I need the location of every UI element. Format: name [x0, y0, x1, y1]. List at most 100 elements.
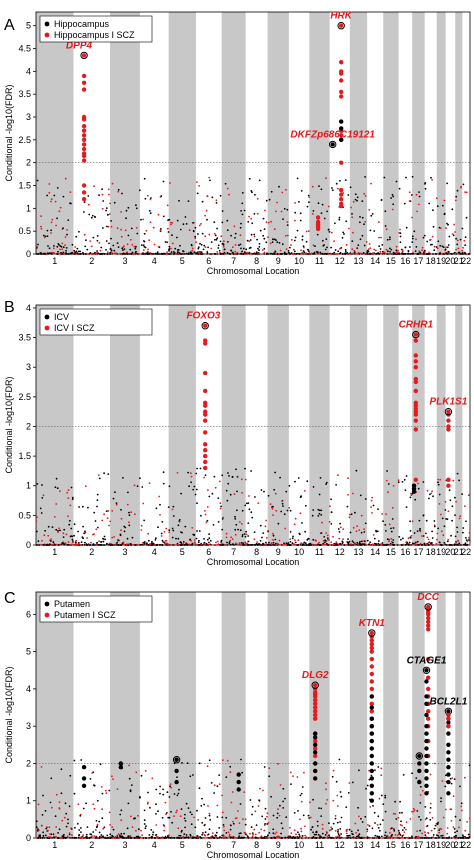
snp-point [398, 812, 401, 814]
snp-point [244, 535, 247, 538]
gene-label: DPP4 [66, 40, 93, 51]
peak-point [315, 215, 321, 220]
x-tick-label-chr14: 14 [370, 840, 380, 850]
peak-column [412, 330, 420, 482]
snp-point [215, 238, 218, 241]
snp-point [376, 835, 379, 838]
x-tick-label-chr18: 18 [426, 547, 436, 557]
x-tick-label-chr8: 8 [254, 256, 259, 266]
snp-point [396, 834, 399, 837]
snp-point [392, 812, 395, 815]
snp-point [333, 240, 335, 243]
peak-point [313, 753, 318, 759]
peak-point [446, 757, 451, 762]
snp-point [250, 233, 253, 236]
snp-point [181, 762, 183, 764]
snp-point [128, 524, 131, 527]
peak-point [118, 765, 124, 770]
snp-point [176, 794, 179, 797]
snp-point [320, 253, 322, 255]
snp-point [201, 232, 204, 235]
snp-point [305, 253, 307, 255]
snp-point [267, 529, 269, 532]
snp-point [203, 541, 206, 544]
snp-point [467, 833, 470, 836]
snp-point [94, 216, 96, 219]
snp-point [83, 233, 86, 236]
snp-point [120, 529, 122, 532]
snp-point [266, 837, 269, 839]
snp-point [217, 521, 220, 523]
snp-point [202, 248, 205, 251]
snp-point [59, 206, 62, 209]
snp-point [402, 774, 405, 776]
snp-point [239, 234, 242, 237]
snp-point [184, 216, 187, 218]
snp-point [155, 537, 157, 540]
snp-point [194, 237, 197, 240]
snp-point [169, 783, 172, 785]
snp-point [133, 837, 136, 839]
snp-point [426, 536, 429, 539]
snp-point [250, 826, 253, 828]
snp-point [76, 544, 79, 546]
snp-point [155, 824, 158, 826]
snp-point [400, 820, 402, 823]
snp-point [222, 811, 224, 814]
snp-point [86, 248, 89, 251]
snp-point [339, 821, 341, 823]
snp-point [349, 186, 352, 189]
peak-point [369, 671, 374, 677]
snp-point [270, 795, 272, 798]
snp-point [336, 794, 339, 797]
peak-point [313, 683, 318, 688]
snp-point [239, 243, 242, 246]
snp-point [297, 544, 300, 546]
snp-point [216, 237, 219, 240]
snp-point [98, 241, 101, 244]
snp-point [267, 544, 270, 546]
peak-point [426, 656, 431, 662]
snp-point [250, 217, 253, 220]
snp-point [123, 832, 125, 835]
gene-label: DKFZp686C19121 [290, 129, 375, 140]
snp-point [62, 251, 65, 254]
snp-point [363, 223, 365, 226]
snp-point [346, 541, 349, 543]
snp-point [299, 219, 302, 222]
snp-point [422, 253, 424, 255]
snp-point [68, 523, 71, 526]
peak-point [446, 731, 451, 736]
snp-point [113, 536, 115, 538]
snp-point [363, 531, 366, 533]
snp-point [291, 537, 294, 540]
x-axis-title: Chromosomal Location [207, 557, 300, 567]
snp-point [267, 253, 270, 255]
snp-point [56, 245, 59, 248]
x-tick-label-chr22: 22 [461, 547, 471, 557]
peak-point [446, 712, 451, 718]
snp-point [155, 788, 158, 791]
snp-point [360, 817, 362, 820]
snp-point [283, 251, 286, 254]
snp-point [351, 216, 354, 219]
snp-point [149, 543, 152, 545]
snp-point [281, 544, 284, 546]
snp-point [289, 540, 292, 543]
snp-point [57, 531, 59, 534]
snp-point [192, 222, 194, 224]
snp-point [177, 249, 180, 251]
snp-point [460, 809, 463, 812]
snp-point [379, 252, 382, 255]
snp-point [206, 218, 208, 221]
snp-point [166, 253, 169, 255]
snp-point [461, 252, 464, 255]
snp-point [340, 836, 343, 839]
snp-point [123, 837, 125, 839]
snp-point [397, 479, 400, 482]
snp-point [173, 544, 176, 546]
snp-point [177, 792, 180, 795]
snp-point [350, 252, 353, 255]
snp-point [57, 250, 59, 253]
